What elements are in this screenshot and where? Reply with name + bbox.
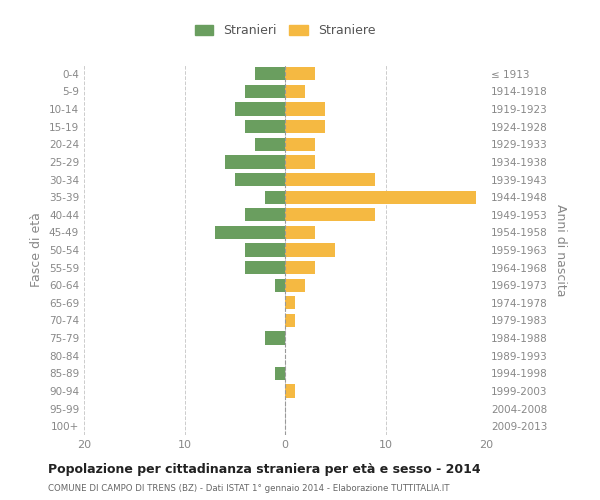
Bar: [265, 190, 285, 204]
Text: COMUNE DI CAMPO DI TRENS (BZ) - Dati ISTAT 1° gennaio 2014 - Elaborazione TUTTIT: COMUNE DI CAMPO DI TRENS (BZ) - Dati IST…: [48, 484, 449, 493]
Y-axis label: Anni di nascita: Anni di nascita: [554, 204, 567, 296]
Bar: [235, 102, 285, 116]
Y-axis label: Fasce di età: Fasce di età: [31, 212, 43, 288]
Bar: [245, 261, 285, 274]
Bar: [275, 366, 285, 380]
Bar: [285, 278, 305, 292]
Bar: [255, 138, 285, 151]
Bar: [245, 244, 285, 256]
Bar: [265, 332, 285, 344]
Bar: [285, 244, 335, 256]
Bar: [235, 173, 285, 186]
Bar: [285, 208, 376, 222]
Bar: [245, 208, 285, 222]
Text: Popolazione per cittadinanza straniera per età e sesso - 2014: Popolazione per cittadinanza straniera p…: [48, 462, 481, 475]
Bar: [285, 173, 376, 186]
Bar: [245, 120, 285, 134]
Bar: [285, 226, 315, 239]
Bar: [285, 102, 325, 116]
Bar: [285, 384, 295, 398]
Bar: [285, 67, 315, 80]
Bar: [285, 190, 476, 204]
Bar: [285, 120, 325, 134]
Bar: [285, 314, 295, 327]
Bar: [245, 85, 285, 98]
Bar: [285, 85, 305, 98]
Bar: [255, 67, 285, 80]
Bar: [225, 156, 285, 168]
Bar: [285, 156, 315, 168]
Bar: [285, 296, 295, 310]
Legend: Stranieri, Straniere: Stranieri, Straniere: [190, 20, 380, 42]
Bar: [275, 278, 285, 292]
Bar: [285, 261, 315, 274]
Bar: [215, 226, 285, 239]
Bar: [285, 138, 315, 151]
